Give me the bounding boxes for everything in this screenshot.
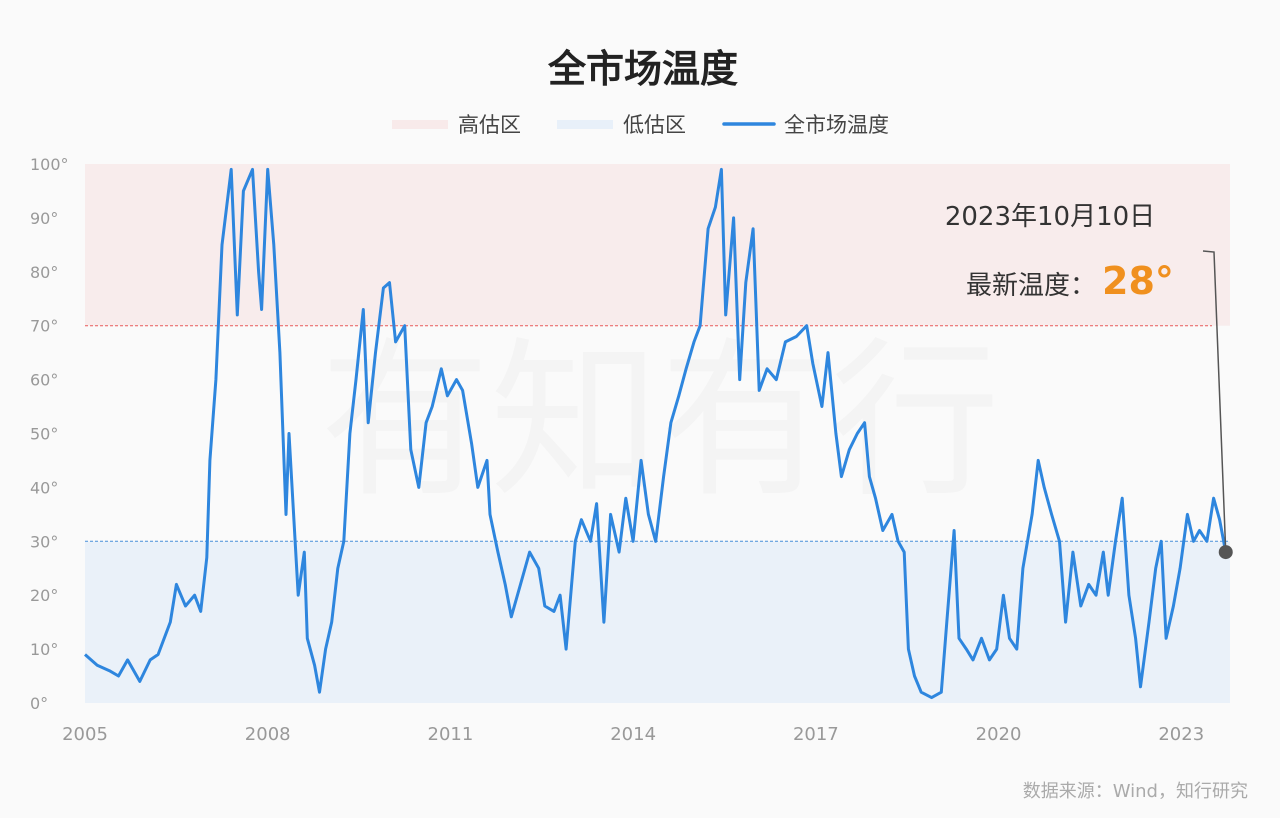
y-tick-label: 100° bbox=[30, 155, 69, 174]
legend-entry: 低估区 bbox=[557, 113, 686, 137]
x-tick-label: 2017 bbox=[793, 724, 839, 745]
y-tick-label: 40° bbox=[30, 478, 58, 497]
annotation-leader-line bbox=[1202, 250, 1227, 553]
y-tick-label: 10° bbox=[30, 640, 58, 659]
x-axis: 2005 2008 2011 2014 2017 2020 2023 bbox=[62, 724, 1204, 745]
x-tick-label: 2020 bbox=[976, 724, 1022, 745]
series-line-market-temperature bbox=[84, 167, 1228, 700]
legend-entry: 全市场温度 bbox=[722, 113, 889, 137]
legend-label: 低估区 bbox=[623, 113, 686, 137]
legend: 高估区 低估区 全市场温度 bbox=[392, 113, 889, 137]
latest-point-marker bbox=[1218, 545, 1233, 560]
y-tick-label: 20° bbox=[30, 586, 58, 605]
source-note: 数据来源：Wind，知行研究 bbox=[1023, 781, 1248, 802]
legend-label: 全市场温度 bbox=[784, 113, 889, 137]
x-tick-label: 2011 bbox=[428, 724, 474, 745]
y-tick-label: 70° bbox=[30, 317, 58, 336]
y-axis: 0° 10° 20° 30° 40° 50° 60° 70° 80° 90° 100° bbox=[30, 155, 69, 713]
low-zone-band bbox=[85, 541, 1230, 703]
chart-title: 全市场温度 bbox=[547, 47, 738, 91]
legend-swatch bbox=[392, 120, 448, 129]
legend-swatch bbox=[557, 120, 613, 129]
annotation-label: 最新温度： bbox=[966, 271, 1096, 301]
x-tick-label: 2008 bbox=[245, 724, 291, 745]
y-tick-label: 80° bbox=[30, 263, 58, 282]
x-tick-label: 2005 bbox=[62, 724, 108, 745]
x-tick-label: 2014 bbox=[610, 724, 656, 745]
y-tick-label: 60° bbox=[30, 371, 58, 390]
y-tick-label: 50° bbox=[30, 425, 58, 444]
annotation-date: 2023年10月10日 bbox=[945, 202, 1155, 232]
legend-entry: 高估区 bbox=[392, 113, 521, 137]
watermark: 有知有行 bbox=[320, 323, 1000, 521]
x-tick-label: 2023 bbox=[1158, 724, 1204, 745]
legend-label: 高估区 bbox=[458, 113, 521, 137]
y-tick-label: 0° bbox=[30, 694, 48, 713]
annotation-value: 28° bbox=[1102, 259, 1174, 303]
y-tick-label: 90° bbox=[30, 209, 58, 228]
y-tick-label: 30° bbox=[30, 532, 58, 551]
